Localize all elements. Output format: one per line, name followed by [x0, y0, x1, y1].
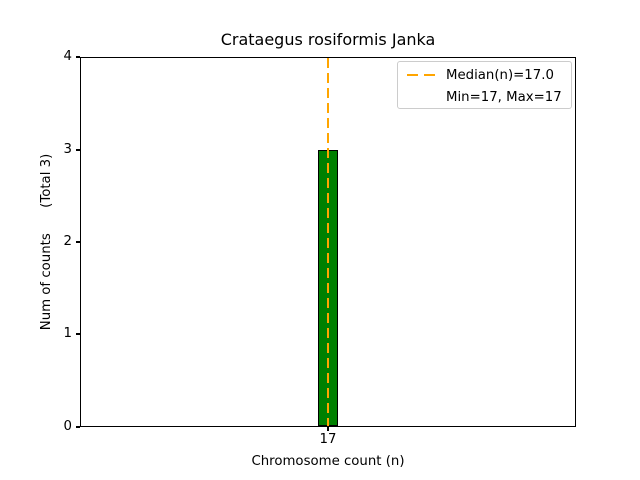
y-tick-1 — [76, 333, 80, 335]
y-tick-label-2: 2 — [63, 234, 72, 249]
median-legend-sample — [407, 74, 435, 76]
x-tick-17 — [327, 427, 329, 431]
legend-median-label: Median(n)=17.0 — [446, 67, 554, 83]
x-tick-label-17: 17 — [319, 432, 337, 447]
y-tick-label-1: 1 — [63, 326, 72, 341]
y-tick-0 — [76, 426, 80, 428]
plot-area: Median(n)=17.0 Min=17, Max=17 — [80, 57, 576, 427]
legend-minmax-label: Min=17, Max=17 — [446, 89, 562, 105]
legend-entry-minmax: Min=17, Max=17 — [398, 86, 571, 108]
y-tick-label-0: 0 — [63, 419, 72, 434]
x-axis-label: Chromosome count (n) — [251, 454, 405, 469]
legend-entry-median: Median(n)=17.0 — [398, 64, 571, 86]
median-line — [327, 58, 329, 426]
y-tick-label-4: 4 — [63, 49, 72, 64]
y-tick-2 — [76, 241, 80, 243]
y-tick-label-3: 3 — [63, 142, 72, 157]
legend-sample-spacer — [407, 96, 435, 98]
legend: Median(n)=17.0 Min=17, Max=17 — [397, 61, 572, 109]
y-tick-4 — [76, 56, 80, 58]
chart-title: Crataegus rosiformis Janka — [220, 30, 436, 49]
y-tick-3 — [76, 149, 80, 151]
y-axis-label: Num of counts (Total 3) — [39, 153, 54, 331]
